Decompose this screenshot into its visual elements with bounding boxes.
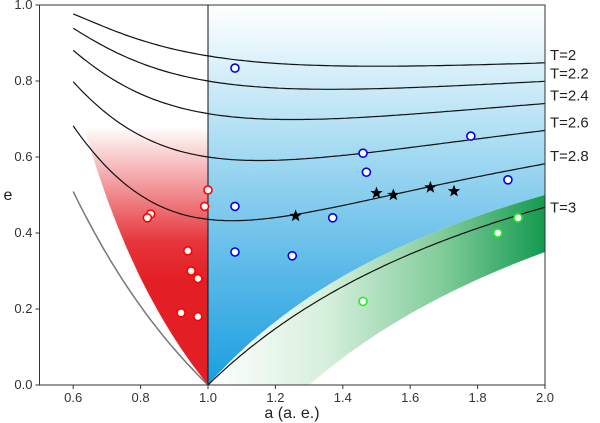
green-point bbox=[358, 296, 368, 307]
blue-point bbox=[327, 213, 338, 223]
y-tick-label: 0.4 bbox=[14, 225, 32, 240]
x-tick-label: 1.4 bbox=[334, 390, 352, 405]
star-marker bbox=[424, 180, 437, 193]
star-marker bbox=[387, 188, 400, 201]
tisserand-curve-T3-inner bbox=[72, 191, 209, 385]
tisserand-curve-T2.8 bbox=[72, 125, 545, 222]
aten-region bbox=[83, 126, 208, 385]
amor-region bbox=[208, 195, 545, 385]
red-point bbox=[186, 266, 196, 276]
plot-frame bbox=[39, 4, 546, 386]
blue-point bbox=[230, 247, 240, 257]
x-tick-label: 0.6 bbox=[64, 390, 82, 405]
y-tick-label: 0.2 bbox=[14, 301, 32, 316]
red-point bbox=[182, 246, 193, 256]
curve-label-T2.6: T=2.6 bbox=[550, 114, 589, 131]
blue-point bbox=[230, 201, 240, 212]
x-tick-label: 2.0 bbox=[536, 390, 554, 405]
blue-point bbox=[361, 167, 372, 177]
tisserand-curve-T2.6 bbox=[72, 81, 545, 162]
tisserand-curve-T2.4 bbox=[72, 49, 545, 121]
red-point bbox=[203, 185, 213, 195]
red-point bbox=[176, 307, 186, 318]
y-tick-label: 1.0 bbox=[14, 0, 32, 12]
x-axis-label: a (a. e.) bbox=[264, 405, 319, 422]
y-tick-label: 0.0 bbox=[14, 377, 32, 392]
tisserand-curve-T3 bbox=[207, 206, 545, 385]
blue-point bbox=[503, 175, 513, 185]
tisserand-curve-T2.2 bbox=[72, 27, 545, 90]
blue-point bbox=[230, 63, 240, 73]
green-point bbox=[513, 213, 523, 223]
blue-point bbox=[287, 251, 298, 261]
curve-label-T2.2: T=2.2 bbox=[550, 65, 589, 82]
star-marker bbox=[289, 209, 302, 222]
x-tick-label: 1.8 bbox=[469, 390, 487, 405]
star-marker bbox=[447, 184, 461, 197]
y-tick-label: 0.6 bbox=[14, 149, 32, 164]
x-tick-label: 0.8 bbox=[132, 390, 150, 405]
curve-label-T2: T=2 bbox=[550, 47, 576, 64]
curve-label-T2.4: T=2.4 bbox=[550, 88, 589, 105]
red-point bbox=[199, 201, 210, 212]
tisserand-curve-T2 bbox=[72, 13, 545, 67]
curve-label-T3: T=3 bbox=[550, 199, 576, 216]
x-tick-label: 1.2 bbox=[266, 390, 284, 405]
blue-point bbox=[466, 131, 476, 141]
red-point bbox=[193, 273, 203, 284]
curve-label-T2.8: T=2.8 bbox=[550, 148, 589, 165]
blue-point bbox=[358, 148, 368, 158]
red-point bbox=[193, 311, 203, 322]
red-point bbox=[142, 213, 153, 223]
y-axis-label: e bbox=[4, 187, 13, 204]
y-tick-label: 0.8 bbox=[14, 73, 32, 88]
x-tick-label: 1.6 bbox=[401, 390, 419, 405]
star-marker bbox=[370, 186, 383, 199]
green-point bbox=[493, 228, 503, 238]
x-tick-label: 1.0 bbox=[199, 390, 217, 405]
